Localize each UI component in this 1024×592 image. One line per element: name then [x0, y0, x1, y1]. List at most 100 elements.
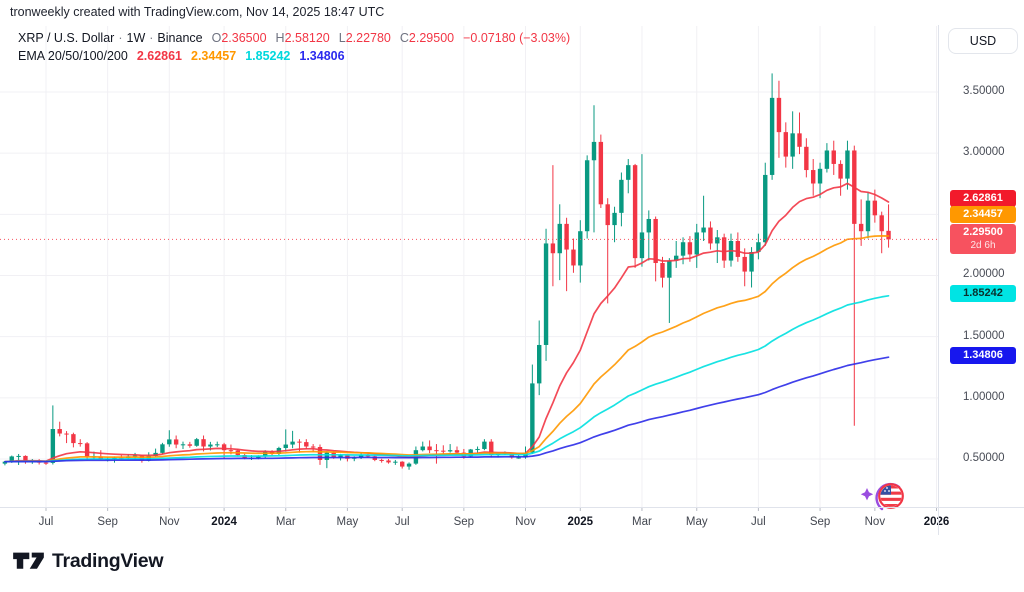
- candle-body: [84, 443, 90, 457]
- attribution-banner: tronweekly created with TradingView.com,…: [10, 5, 384, 19]
- candle-body: [721, 237, 727, 261]
- candle-body: [797, 133, 802, 147]
- time-tick-label: 2024: [211, 516, 237, 528]
- legend-ohlc-values: O2.36500 H2.58120 L2.22780 C2.29500: [203, 31, 455, 45]
- candle-body: [516, 457, 521, 459]
- candle-body: [612, 212, 617, 226]
- candle-body: [50, 429, 56, 463]
- us-economic-event-icon[interactable]: [858, 477, 908, 515]
- candle-body: [228, 450, 234, 452]
- tradingview-logo[interactable]: TradingView: [13, 550, 164, 573]
- candle-body: [557, 223, 562, 254]
- time-axis[interactable]: Jul Sep Nov 2024 Mar May Jul Sep Nov 2025 Mar May Ju…: [0, 507, 1024, 536]
- candle-body: [584, 160, 590, 232]
- legend-symbol[interactable]: XRP / U.S. Dollar: [18, 31, 115, 45]
- ema-legend-value: 2.34457: [191, 49, 237, 63]
- candle-body: [872, 200, 878, 216]
- candle-body: [776, 97, 782, 133]
- time-tick-label: Jul: [394, 516, 410, 528]
- candle-body: [763, 174, 768, 243]
- ema-price-label: 1.34806: [950, 346, 1016, 364]
- candle-body: [619, 179, 624, 213]
- candle-body: [578, 231, 583, 266]
- candle-body: [694, 232, 699, 255]
- time-tick-label: Sep: [809, 516, 831, 528]
- ema-100-line: [4, 294, 890, 463]
- candle-body: [386, 460, 391, 463]
- legend-interval[interactable]: 1W: [126, 31, 146, 45]
- candle-body: [667, 260, 672, 278]
- time-tick-label: Nov: [864, 516, 886, 528]
- legend-exchange[interactable]: Binance: [157, 31, 203, 45]
- candle-body: [256, 456, 261, 458]
- time-tick-label: 2026: [923, 516, 950, 528]
- ema-50-line: [4, 235, 890, 463]
- ohlc-value: 2.22780: [345, 31, 391, 45]
- currency-toggle-button[interactable]: USD: [948, 28, 1018, 54]
- ema-legend-value: 1.34806: [299, 49, 345, 63]
- candle-body: [543, 243, 549, 345]
- candle-body: [769, 97, 775, 175]
- candle-body: [564, 223, 569, 250]
- candle-body: [427, 446, 432, 451]
- ohlc-letter: H: [275, 31, 285, 45]
- candle-body: [879, 215, 884, 232]
- candle-body: [886, 230, 891, 240]
- candle-body: [701, 227, 706, 233]
- candle-body: [167, 439, 172, 445]
- ohlc-value: 2.29500: [408, 31, 455, 45]
- ohlc-letter: C: [399, 31, 409, 45]
- legend-ema-title[interactable]: EMA 20/50/100/200: [18, 49, 128, 63]
- candle-body: [434, 450, 439, 452]
- candle-body: [674, 255, 679, 261]
- candle-body: [783, 132, 788, 157]
- time-tick-label: Sep: [453, 516, 475, 528]
- candle-body: [605, 204, 610, 226]
- chart-plot[interactable]: [0, 0, 938, 592]
- candle-body: [304, 442, 309, 447]
- candle-body: [221, 444, 227, 451]
- candle-body: [591, 141, 597, 161]
- candle-body: [406, 463, 412, 467]
- candle-body: [338, 455, 343, 458]
- time-tick-label: Jul: [38, 516, 54, 528]
- candle-body: [441, 450, 446, 452]
- candle-body: [749, 252, 754, 272]
- price-tick-label: 0.50000: [963, 451, 1005, 464]
- candle-body: [317, 447, 323, 460]
- candle-body: [742, 256, 747, 272]
- ema-legend-value: 2.62861: [136, 49, 182, 63]
- candle-body: [310, 446, 316, 448]
- candle-body: [865, 200, 871, 232]
- candle-body: [838, 163, 843, 179]
- tradingview-logo-mark: [13, 552, 44, 569]
- legend-ema-row: EMA 20/50/100/200 2.62861 2.34457 1.85242 1.…: [18, 47, 570, 65]
- candle-body: [708, 227, 713, 244]
- candle-body: [653, 218, 658, 264]
- candle-body: [550, 243, 556, 254]
- ema-20-line: [4, 182, 890, 463]
- banner-text: tronweekly created with TradingView.com,…: [10, 5, 385, 19]
- candle-body: [393, 461, 398, 463]
- time-tick-label: Nov: [159, 516, 180, 528]
- ohlc-letter: O: [211, 31, 222, 45]
- time-tick-label: Sep: [97, 516, 118, 528]
- candle-body: [804, 146, 809, 171]
- candle-body: [626, 165, 631, 180]
- price-axis[interactable]: USD 3.500003.000002.500002.000001.500001…: [938, 25, 1024, 535]
- candle-body: [639, 232, 645, 259]
- candle-body: [23, 455, 28, 462]
- candle-body: [858, 223, 864, 232]
- candle-body: [660, 263, 665, 278]
- price-tick-label: 2.00000: [963, 268, 1005, 281]
- ohlc-letter: L: [338, 31, 346, 45]
- candle-body: [2, 461, 8, 464]
- ema-200-line: [4, 356, 890, 463]
- candle-body: [824, 150, 830, 169]
- candle-body: [817, 168, 823, 184]
- candle-body: [194, 439, 199, 446]
- ohlc-value: 2.58120: [284, 31, 330, 45]
- candle-body: [201, 439, 206, 447]
- candle-body: [208, 444, 213, 447]
- candle-body: [16, 455, 21, 457]
